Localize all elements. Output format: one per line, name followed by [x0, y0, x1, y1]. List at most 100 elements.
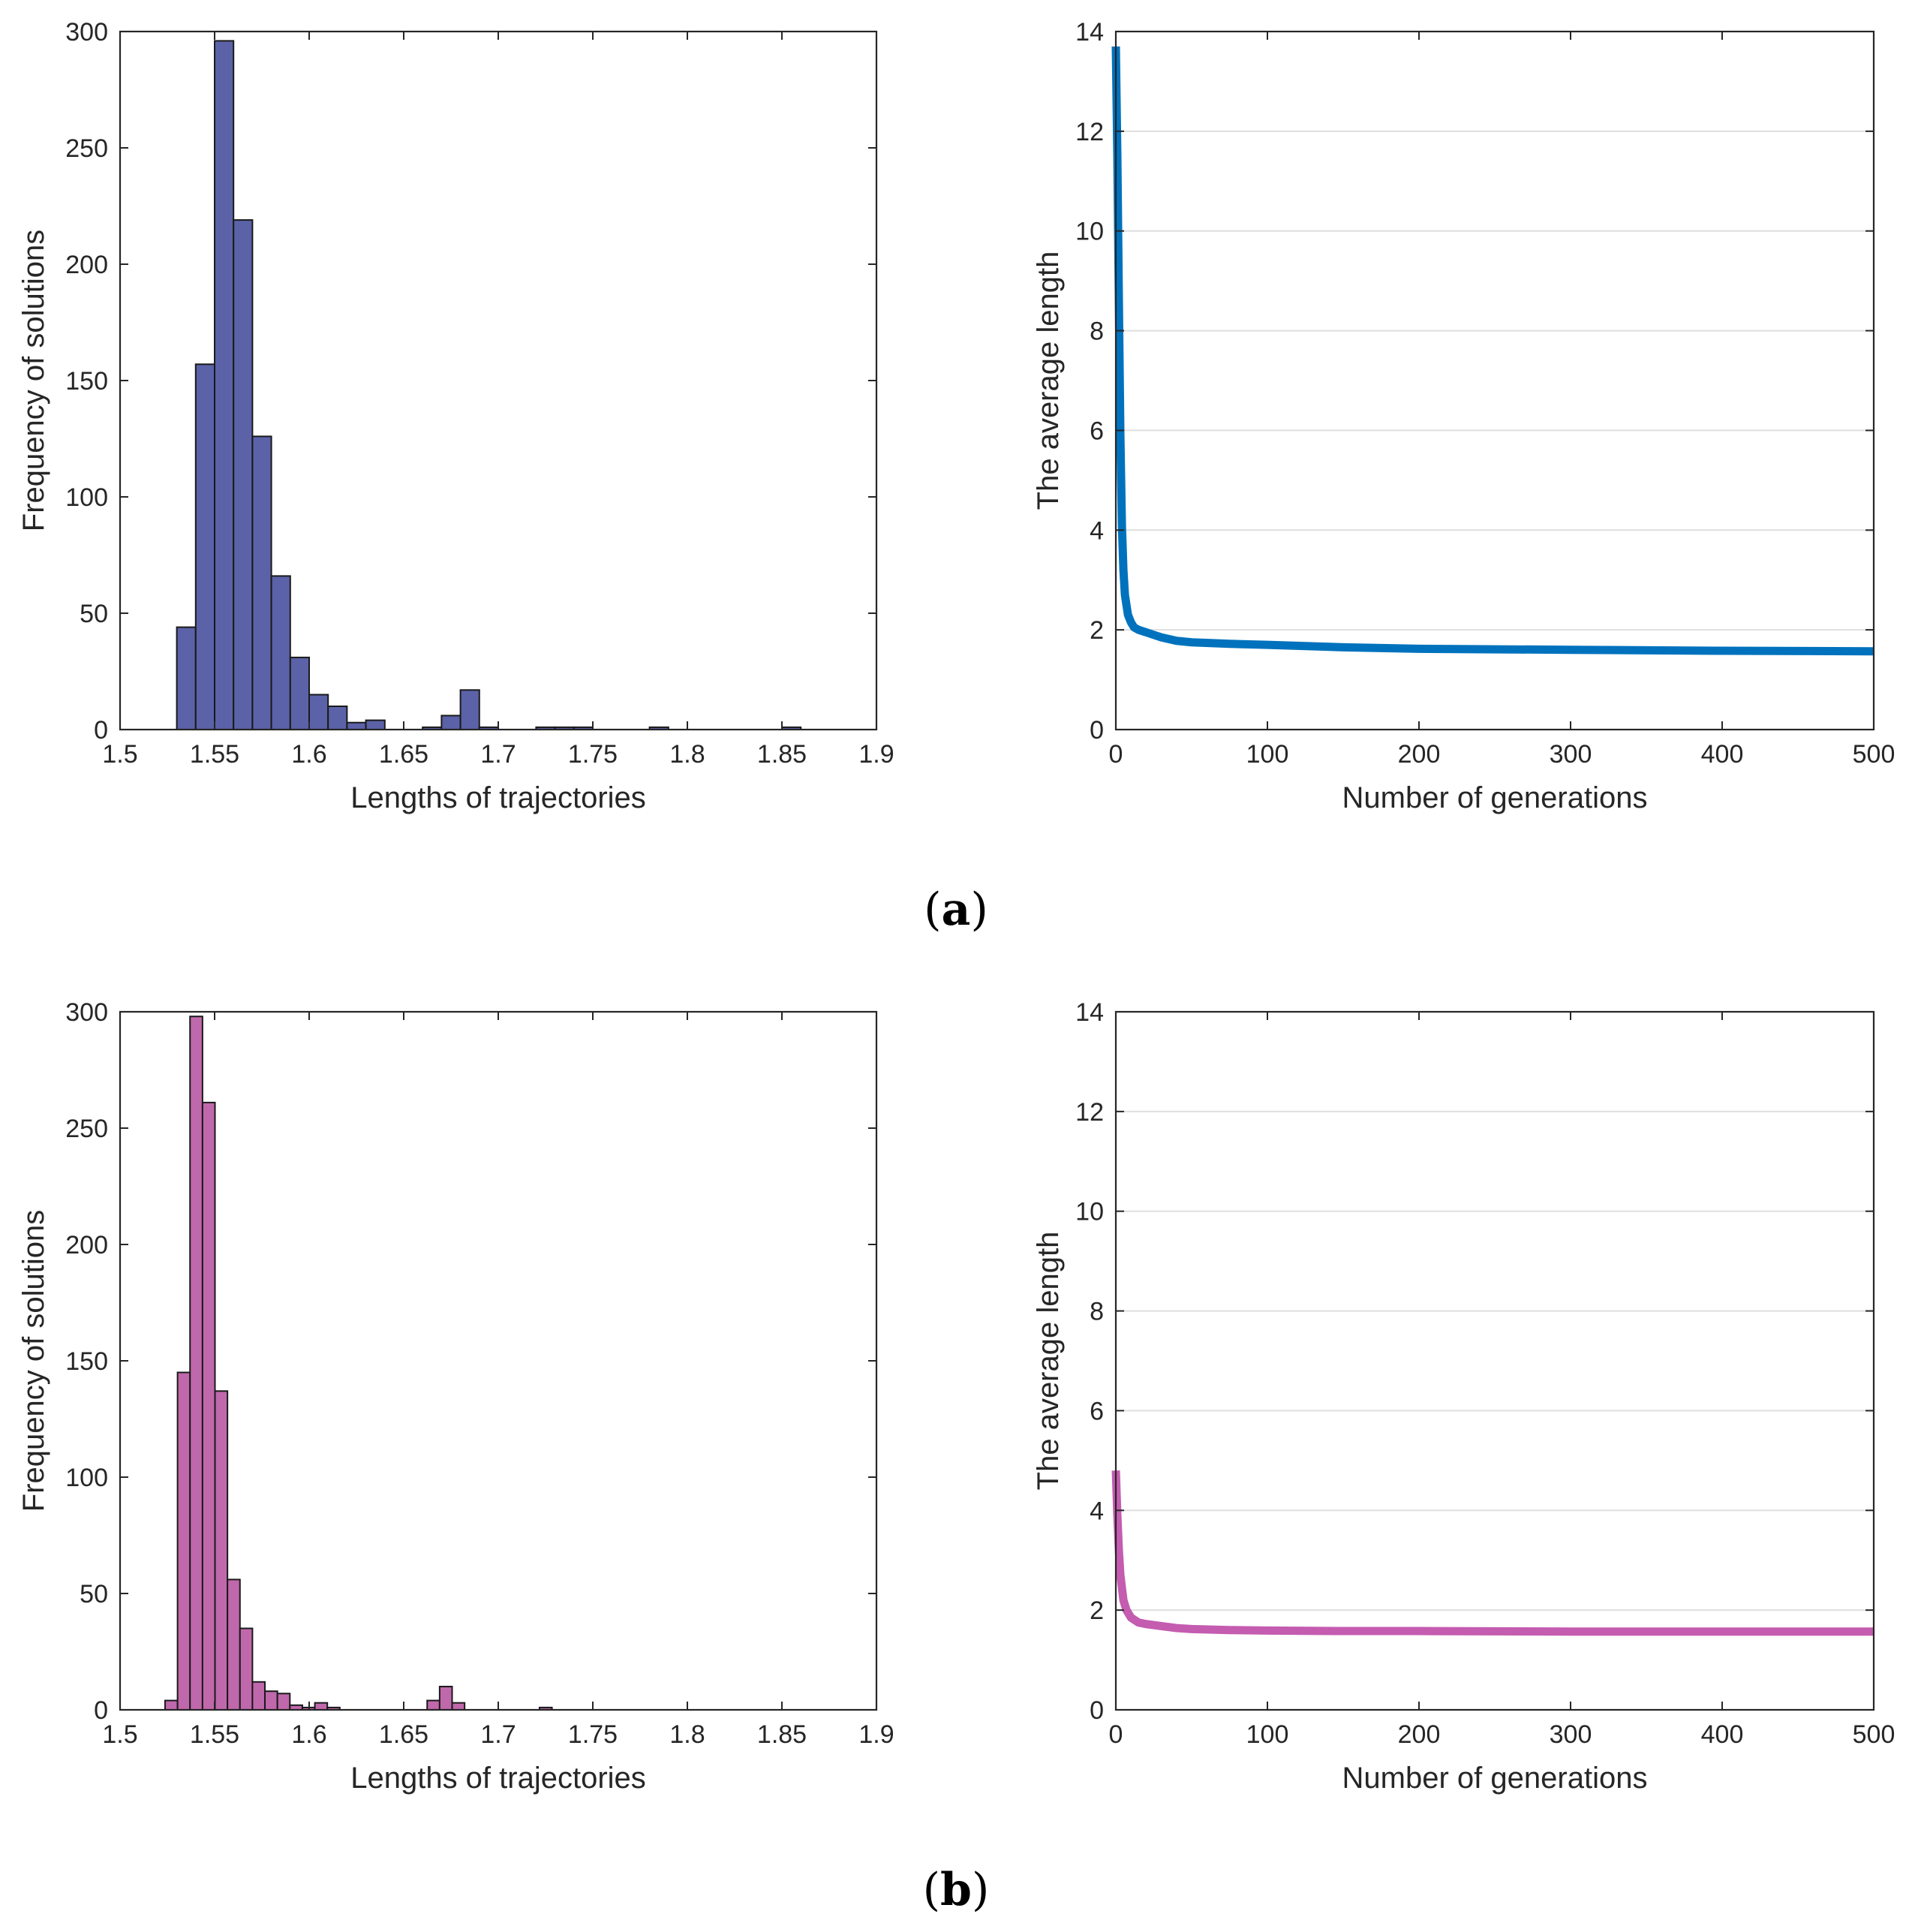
y-tick-label: 4 [1090, 1497, 1104, 1525]
x-tick-label: 0 [1109, 1720, 1123, 1749]
y-tick-label: 0 [94, 716, 108, 745]
x-tick-label: 1.55 [190, 740, 239, 769]
histogram-bar [365, 719, 386, 730]
x-tick-label: 300 [1550, 740, 1592, 769]
x-tick-label: 1.8 [669, 1720, 705, 1749]
histogram-bar [308, 694, 329, 730]
panel-a: 1.5 1.55 1.6 1.65 1.7 1.75 1.8 1.85 1.9050100150… [17, 18, 1895, 936]
x-tick-label: 500 [1853, 1720, 1895, 1749]
y-tick-label: 2 [1090, 1596, 1104, 1625]
histogram-bar [201, 1101, 216, 1711]
chart-a-histogram: 1.5 1.55 1.6 1.65 1.7 1.75 1.8 1.85 1.9 0 50 100 150… [17, 18, 894, 814]
histogram-bar [251, 1681, 266, 1711]
histogram-bar [314, 1702, 329, 1711]
y-axis-label: Frequency of solutions [17, 1210, 50, 1512]
histogram-bar [227, 1578, 241, 1711]
y-tick-label: 300 [65, 998, 108, 1027]
histogram-bar [214, 1390, 229, 1711]
histogram-bar [233, 219, 254, 731]
x-tick-label: 1.65 [379, 740, 428, 769]
x-tick-label: 200 [1398, 740, 1441, 769]
x-tick-label: 1.75 [568, 740, 618, 769]
x-tick-label: 1.7 [480, 740, 516, 769]
histogram-bar [164, 1699, 179, 1711]
x-tick-label: 100 [1246, 740, 1289, 769]
y-tick-label: 4 [1090, 516, 1104, 545]
x-axis-label: Number of generations [1342, 781, 1648, 814]
histogram-bar [176, 1371, 191, 1711]
chart-a-line: 0 100 200 300 400 500 0 2 4 6 8 10 12 14 Number of gen… [1032, 18, 1895, 814]
x-axis-label: Number of generations [1342, 1762, 1648, 1795]
y-tick-label: 6 [1090, 1397, 1104, 1425]
x-tick-label: 1.6 [291, 1720, 326, 1749]
x-tick-label: 400 [1701, 740, 1744, 769]
y-tick-label: 50 [80, 1580, 108, 1608]
y-tick-label: 50 [80, 600, 108, 628]
x-tick-label: 1.9 [858, 1720, 894, 1749]
x-tick-label: 1.75 [568, 1720, 618, 1749]
histogram-bar [189, 1016, 203, 1711]
x-tick-label: 400 [1701, 1720, 1744, 1749]
x-tick-label: 300 [1550, 1720, 1592, 1749]
y-tick-label: 250 [65, 1115, 108, 1143]
axes-box [1114, 1010, 1875, 1711]
y-tick-label: 14 [1075, 998, 1104, 1027]
x-tick-label: 1.9 [858, 740, 894, 769]
panel-b-letter: b [940, 1864, 972, 1916]
series-line [1111, 46, 1874, 656]
x-tick-label: 1.8 [669, 740, 705, 769]
y-tick-label: 150 [65, 1347, 108, 1376]
histogram-bar [346, 721, 367, 731]
y-tick-label: 0 [94, 1696, 108, 1725]
x-tick-label: 0 [1109, 740, 1123, 769]
histogram-bar [270, 575, 291, 731]
y-axis-label: The average length [1032, 251, 1065, 510]
x-tick-label: 1.85 [757, 740, 807, 769]
chart-b-line: 0 100 200 300 400 500 0 2 4 6 8 10 12 14 Number of gen… [1032, 998, 1895, 1795]
x-axis-label: Lengths of trajectories [350, 1762, 646, 1795]
axes-box [1114, 30, 1875, 731]
y-axis-label: Frequency of solutions [17, 230, 50, 531]
chart-b-histogram: 1.5 1.55 1.6 1.65 1.7 1.75 1.8 1.85 1.9 0 50 100 150… [17, 998, 894, 1795]
x-tick-label: 500 [1853, 740, 1895, 769]
x-tick-label: 200 [1398, 1720, 1441, 1749]
y-tick-label: 0 [1090, 716, 1104, 745]
y-tick-label: 12 [1075, 118, 1104, 146]
y-tick-label: 10 [1075, 218, 1104, 246]
y-tick-label: 200 [65, 1231, 108, 1259]
y-tick-label: 100 [65, 483, 108, 512]
y-tick-label: 0 [1090, 1696, 1104, 1725]
x-tick-label: 1.6 [291, 740, 326, 769]
histogram-bar [251, 435, 272, 731]
x-tick-label: 1.65 [379, 1720, 428, 1749]
y-tick-label: 2 [1090, 616, 1104, 645]
y-tick-label: 14 [1075, 18, 1104, 47]
histogram-bar [194, 363, 215, 730]
histogram-bar [459, 689, 480, 730]
y-tick-label: 12 [1075, 1098, 1104, 1127]
series-line [1111, 1470, 1874, 1636]
y-tick-label: 100 [65, 1464, 108, 1492]
histogram-bar [176, 626, 197, 730]
y-axis-label: The average length [1032, 1232, 1065, 1491]
panel-b: 1.5 1.55 1.6 1.65 1.7 1.75 1.8 1.85 1.9050100150… [17, 998, 1895, 1916]
panel-b-label: (b) [923, 1864, 990, 1916]
x-tick-label: 100 [1246, 1720, 1289, 1749]
plot-area [1116, 32, 1874, 730]
histogram-bar [438, 1686, 453, 1711]
histogram-bar [440, 715, 461, 731]
x-tick-label: 1.5 [102, 740, 137, 769]
y-tick-label: 8 [1090, 317, 1104, 346]
histogram-bar [451, 1702, 466, 1711]
plot-area [120, 1012, 876, 1710]
y-tick-label: 200 [65, 251, 108, 279]
y-tick-label: 250 [65, 134, 108, 163]
y-tick-label: 300 [65, 18, 108, 47]
plot-area [1116, 1012, 1874, 1710]
histogram-bar [426, 1699, 440, 1711]
x-tick-label: 1.5 [102, 1720, 137, 1749]
histogram-bar [276, 1693, 291, 1711]
histogram-bar [239, 1627, 254, 1711]
histogram-bar [264, 1690, 278, 1711]
